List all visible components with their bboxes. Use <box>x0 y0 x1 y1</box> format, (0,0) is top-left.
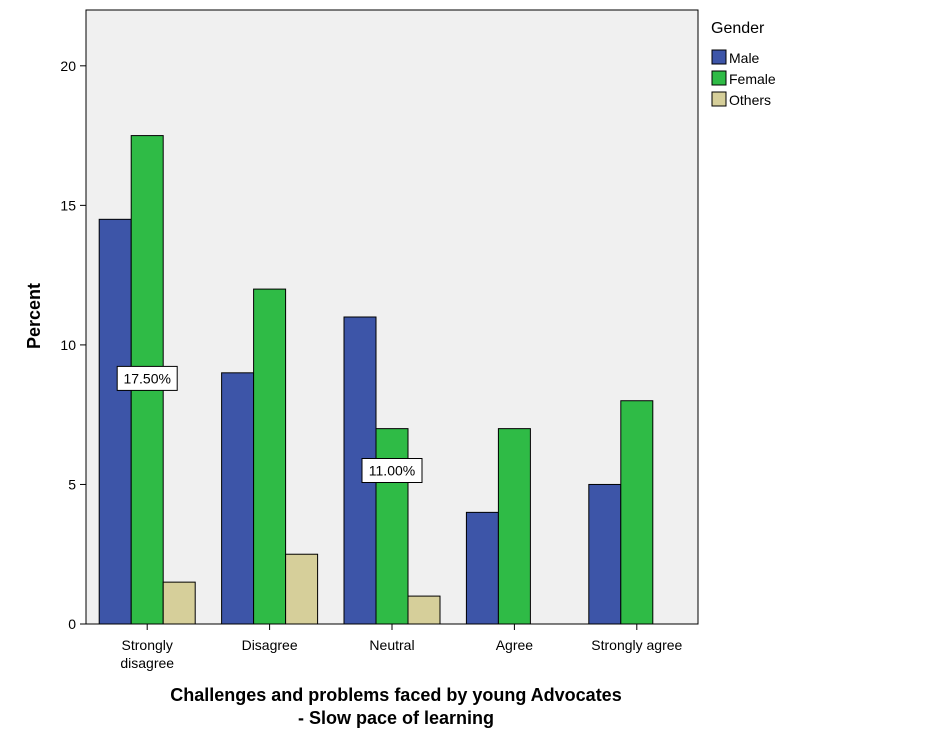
bar-female <box>375 428 409 625</box>
x-tick-label: Strongly agree <box>591 637 682 653</box>
y-tick-label: 0 <box>68 616 76 632</box>
legend-label-male: Male <box>729 50 760 66</box>
bar-others <box>285 553 319 625</box>
data-label: 17.50% <box>116 365 178 391</box>
x-axis: Strongly disagree Disagree Neutral Agree Stro… <box>120 624 683 671</box>
data-label-box <box>116 365 178 391</box>
legend-swatch-others <box>711 91 727 107</box>
bar-female <box>620 400 654 625</box>
data-label-text: 11.00% <box>369 463 415 479</box>
y-tick-label: 10 <box>60 337 76 353</box>
bar-male <box>465 511 499 625</box>
legend: Gender Male Female Others <box>711 20 776 108</box>
bar-female <box>253 288 287 625</box>
y-tick-label: 20 <box>60 58 76 74</box>
legend-swatch-male <box>711 49 727 65</box>
legend-swatch-female <box>711 70 727 86</box>
y-axis-title: Percent <box>24 283 44 349</box>
y-tick-label: 5 <box>68 476 76 492</box>
legend-title: Gender <box>711 20 765 37</box>
bar-male <box>588 483 622 625</box>
data-annotations: 17.50% 11.00% <box>116 365 423 483</box>
x-tick-label: Strongly <box>122 637 173 653</box>
bar-female <box>497 428 531 625</box>
x-tick-label: Agree <box>496 637 534 653</box>
x-axis-title-line-2: - Slow pace of learning <box>298 708 494 728</box>
y-tick-label: 15 <box>60 197 76 213</box>
legend-label-others: Others <box>729 92 771 108</box>
bar-others <box>407 595 441 625</box>
data-label-text: 17.50% <box>123 370 170 386</box>
x-tick-label: Disagree <box>242 637 298 653</box>
x-axis-title-line-1: Challenges and problems faced by young A… <box>170 685 621 705</box>
bar-male <box>221 372 255 625</box>
x-tick-label: disagree <box>120 655 174 671</box>
y-axis: 0 5 10 15 20 <box>60 58 86 632</box>
data-label: 11.00% <box>361 458 423 483</box>
bar-others <box>162 581 196 625</box>
bar-male <box>98 218 132 625</box>
data-label-box <box>361 458 423 483</box>
legend-label-female: Female <box>729 71 776 87</box>
x-tick-label: Neutral <box>369 637 414 653</box>
